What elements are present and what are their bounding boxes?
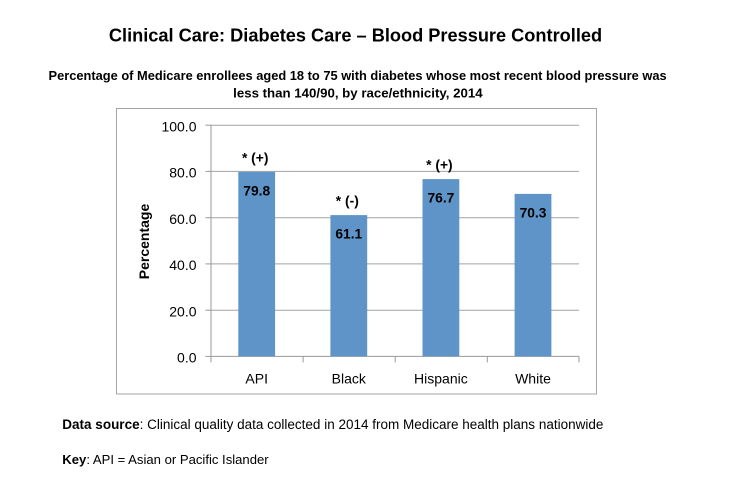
svg-text:White: White (515, 371, 551, 387)
svg-text:Clinical Care: Diabetes Care –: Clinical Care: Diabetes Care – Blood Pre… (109, 26, 602, 46)
svg-text:* (+): * (+) (242, 151, 268, 166)
svg-text:Hispanic: Hispanic (414, 371, 468, 387)
svg-text:less than 140/90, by race/ethn: less than 140/90, by race/ethnicity, 201… (233, 86, 483, 101)
svg-text:API: API (245, 371, 268, 387)
svg-text:80.0: 80.0 (169, 165, 196, 181)
svg-text:Percentage: Percentage (136, 204, 152, 280)
svg-text:* (+): * (+) (426, 158, 452, 173)
svg-text:20.0: 20.0 (169, 303, 196, 319)
svg-text:Percentage of Medicare enrolle: Percentage of Medicare enrollees aged 18… (49, 68, 667, 83)
svg-text:60.0: 60.0 (169, 211, 196, 227)
svg-text:70.3: 70.3 (520, 205, 547, 220)
svg-text:79.8: 79.8 (243, 183, 270, 198)
svg-text:40.0: 40.0 (169, 257, 196, 273)
svg-text:76.7: 76.7 (427, 191, 454, 206)
svg-text:Data source: Clinical quality: Data source: Clinical quality data colle… (62, 417, 603, 432)
svg-text:0.0: 0.0 (177, 350, 197, 366)
svg-text:Key: API = Asian or Pacific Is: Key: API = Asian or Pacific Islander (62, 452, 269, 467)
svg-text:Black: Black (332, 371, 367, 387)
svg-text:61.1: 61.1 (335, 227, 362, 242)
svg-text:* (-): * (-) (336, 194, 359, 209)
svg-text:100.0: 100.0 (161, 118, 196, 134)
